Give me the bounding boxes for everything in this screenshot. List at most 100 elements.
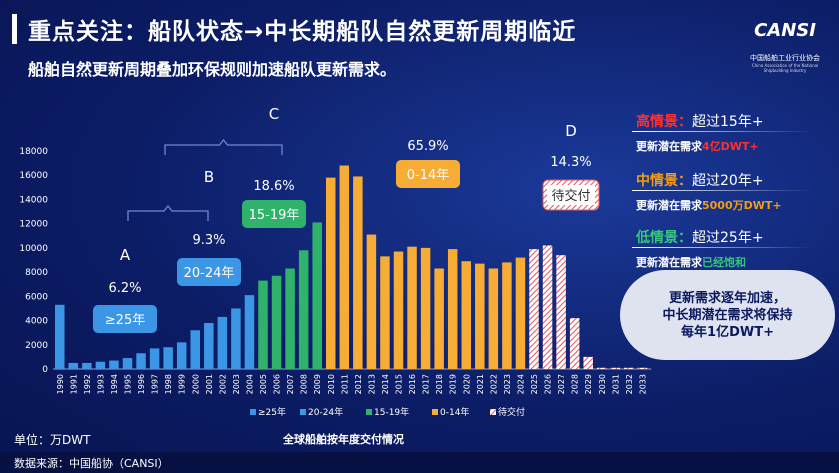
x-tick-label: 2000 — [191, 374, 200, 394]
x-tick-label: 2014 — [381, 374, 390, 394]
x-tick-label: 2018 — [435, 374, 444, 394]
legend-swatch — [490, 409, 496, 415]
bar — [461, 261, 471, 369]
bar — [434, 268, 444, 369]
scenario-title: 低情景：超过25年+ — [636, 227, 764, 247]
x-tick-label: 1990 — [56, 374, 65, 394]
bar — [447, 249, 458, 369]
bar — [285, 268, 295, 369]
bar — [502, 262, 512, 369]
bar — [326, 177, 336, 369]
group-annotations: ≥25年 6.2% A 20-24年 9.3% B 15-19年 18.6% C 0-14年 65.… — [93, 105, 600, 333]
bar — [68, 362, 79, 369]
bar — [515, 257, 526, 369]
y-tick-label: 0 — [42, 365, 48, 375]
x-tick-label: 2011 — [340, 374, 349, 394]
x-tick-label: 1991 — [69, 374, 78, 394]
logo-cn: 中国船舶工业行业协会 — [750, 54, 820, 62]
x-axis-labels: 1990 1991 1992 1993 1994 1995 1996 1997 1998 1999… — [56, 374, 648, 394]
page-subtitle: 船舶自然更新周期叠加环保规则加速船队更新需求。 — [28, 60, 397, 79]
group-badge-label: 20-24年 — [184, 266, 235, 281]
x-tick-label: 2028 — [571, 374, 580, 394]
bar — [122, 358, 133, 369]
x-tick-label: 2008 — [300, 374, 309, 394]
logo-en: China Association of the National Shipbu… — [751, 63, 819, 73]
scenario-condition: 超过15年+ — [692, 114, 764, 130]
legend-swatch — [250, 409, 256, 415]
x-tick-label: 2005 — [259, 374, 268, 394]
bar — [610, 367, 621, 369]
group-badge-label: 15-19年 — [249, 208, 300, 223]
group-badge-label: 待交付 — [551, 188, 590, 204]
group-badge-label: ≥25年 — [105, 313, 145, 328]
group-bracket — [127, 204, 209, 221]
group-percent: 18.6% — [253, 179, 294, 194]
bar — [204, 322, 214, 369]
x-tick-label: 1995 — [124, 374, 133, 394]
bottom-strip — [0, 452, 839, 473]
x-tick-label: 2015 — [395, 374, 404, 394]
y-tick-label: 16000 — [19, 171, 48, 181]
group-percent: 6.2% — [108, 281, 141, 296]
cloud-line-1: 更新需求逐年加速， — [668, 290, 786, 306]
x-tick-label: 2013 — [367, 374, 376, 394]
x-tick-label: 1997 — [151, 374, 160, 394]
bar — [55, 304, 65, 369]
x-tick-label: 2001 — [205, 374, 214, 394]
page-title: 重点关注：船队状态→中长期船队自然更新周期临近 — [28, 19, 577, 45]
x-tick-label: 2032 — [625, 374, 634, 394]
bar — [109, 360, 119, 369]
x-tick-label: 2027 — [557, 374, 566, 394]
group-badge — [93, 305, 157, 333]
bar — [529, 249, 539, 369]
x-tick-label: 1993 — [96, 374, 105, 394]
x-tick-label: 2002 — [218, 374, 227, 394]
x-tick-label: 1999 — [178, 374, 187, 394]
bar — [393, 251, 404, 369]
bar — [488, 268, 499, 369]
group-badge — [396, 160, 460, 188]
x-tick-label: 2004 — [245, 374, 254, 394]
group-badge-label: 0-14年 — [407, 168, 450, 183]
bar — [217, 316, 228, 369]
scenario-divider — [632, 247, 812, 248]
bars — [55, 165, 648, 369]
x-tick-label: 2022 — [489, 374, 498, 394]
scenario-sub: 更新潜在需求5000万DWT+ — [636, 197, 782, 213]
bar — [624, 367, 634, 369]
scenario-name: 中情景： — [636, 173, 692, 189]
x-tick-label: 2029 — [584, 374, 593, 394]
bar — [380, 256, 390, 369]
x-tick-label: 1998 — [164, 374, 173, 394]
y-tick-label: 6000 — [25, 292, 48, 302]
group-letter: C — [269, 105, 279, 123]
group-percent: 9.3% — [192, 233, 225, 248]
bar — [475, 263, 485, 369]
cansi-logo: CANSI 中国船舶工业行业协会 China Association of th… — [745, 14, 825, 73]
scenario-name: 低情景： — [636, 230, 692, 246]
legend-label: 0-14年 — [440, 406, 469, 418]
scenario-sub-label: 更新潜在需求 — [636, 199, 702, 212]
legend-label: ≥25年 — [258, 406, 286, 418]
scenario-divider — [632, 190, 812, 191]
scenario-sub-label: 更新潜在需求 — [636, 140, 702, 153]
x-tick-label: 1996 — [137, 374, 146, 394]
legend: ≥25年 20-24年 15-19年 0-14年 待交付 — [250, 406, 525, 418]
x-tick-label: 2026 — [544, 374, 553, 394]
y-tick-label: 2000 — [25, 341, 48, 351]
legend-swatch — [366, 409, 372, 415]
bar — [298, 250, 309, 369]
x-tick-label: 2007 — [286, 374, 295, 394]
y-tick-label: 12000 — [19, 220, 48, 230]
group-percent: 65.9% — [407, 139, 448, 154]
x-tick-label: 2019 — [449, 374, 458, 394]
source-label: 数据来源：中国船协（CANSI） — [14, 457, 169, 470]
bar — [163, 347, 173, 369]
bar — [556, 255, 566, 369]
scenario-condition: 超过20年+ — [692, 173, 764, 189]
scenario-condition: 超过25年+ — [692, 230, 764, 246]
x-tick-label: 2010 — [327, 374, 336, 394]
legend-label: 15-19年 — [374, 406, 409, 418]
bar — [271, 275, 282, 369]
